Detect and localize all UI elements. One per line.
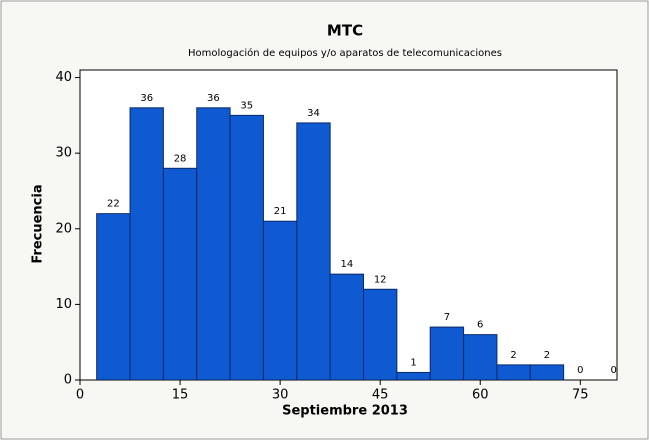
bar: [329, 273, 365, 380]
y-tick-label: 0: [64, 373, 72, 388]
data-label: 14: [340, 259, 353, 270]
chart-subtitle: Homologación de equipos y/o aparatos de …: [188, 47, 502, 59]
x-tick-label: 45: [372, 388, 389, 403]
chart-title: MTC: [327, 22, 363, 40]
bar: [296, 122, 331, 380]
bar: [363, 288, 398, 380]
data-label: 12: [374, 274, 387, 285]
y-axis-label: Frecuencia: [31, 184, 46, 263]
data-label: 2: [510, 350, 516, 361]
data-label: 0: [577, 365, 583, 376]
data-label: 36: [207, 93, 220, 104]
x-tick-label: 15: [172, 388, 189, 403]
data-label: 1: [410, 357, 416, 368]
x-tick-label: 30: [272, 388, 289, 403]
data-label: 34: [307, 108, 320, 119]
bar: [529, 364, 565, 380]
bar: [229, 114, 264, 380]
y-tick-label: 40: [55, 70, 72, 85]
data-label: 28: [174, 153, 187, 164]
x-tick-label: 60: [472, 388, 489, 403]
bar: [463, 334, 498, 380]
bar: [162, 167, 198, 380]
data-label: 35: [240, 100, 253, 111]
bar: [396, 371, 431, 380]
y-tick-label: 30: [55, 146, 72, 161]
x-tick-label: 0: [76, 388, 84, 403]
data-label: 22: [107, 199, 120, 210]
data-label: 36: [140, 93, 153, 104]
y-tick-label: 10: [55, 297, 72, 312]
x-tick-label: 75: [572, 388, 589, 403]
bar: [262, 220, 298, 380]
data-label: 2: [544, 350, 550, 361]
bar: [429, 326, 465, 380]
data-label: 0: [610, 365, 616, 376]
x-axis-label: Septiembre 2013: [282, 404, 408, 419]
data-label: 7: [444, 312, 450, 323]
bar: [196, 107, 231, 380]
bar: [496, 364, 531, 380]
bar: [96, 213, 131, 380]
data-label: 21: [274, 206, 287, 217]
data-label: 6: [477, 320, 483, 331]
bar: [129, 107, 164, 380]
y-tick-label: 20: [55, 221, 72, 236]
